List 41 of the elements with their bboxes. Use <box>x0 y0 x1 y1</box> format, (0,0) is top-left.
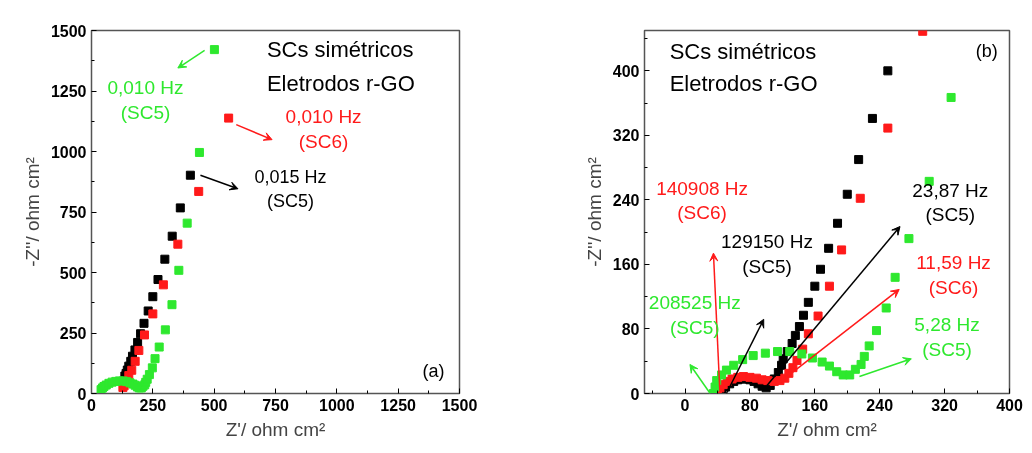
annotation: 140908 Hz (SC6) <box>656 178 749 224</box>
y-tick-label: 1000 <box>50 143 87 161</box>
annotation: 129150 Hz (SC5) <box>721 230 813 277</box>
x-axis-title: Z'/ ohm cm² <box>777 418 877 440</box>
y-tick-label: 500 <box>59 264 87 282</box>
y-tick-label: 80 <box>621 320 640 338</box>
x-tick-label: 500 <box>200 396 228 414</box>
annotation: 0,015 Hz (SC5) <box>254 166 327 212</box>
y-tick-label: 750 <box>59 204 87 221</box>
x-tick-label: 1500 <box>441 396 478 414</box>
y-tick-label: 0 <box>630 385 640 403</box>
x-tick-label: 240 <box>866 396 894 414</box>
y-tick-label: 1250 <box>50 83 87 100</box>
y-tick-label: 400 <box>612 62 640 80</box>
annotation: 23,87 Hz (SC5) <box>912 179 989 225</box>
y-tick-label: 240 <box>612 191 640 209</box>
x-tick-label: 160 <box>801 396 829 414</box>
annotation: 0,010 Hz (SC6) <box>285 106 362 153</box>
x-tick-label: 80 <box>741 396 759 414</box>
annotation: SCs simétricos Eletrodos r-GO <box>669 38 818 97</box>
y-tick-label: 1500 <box>50 22 87 40</box>
y-tick-label: 250 <box>59 325 87 342</box>
annotation: 11,59 Hz (SC6) <box>916 252 991 299</box>
x-tick-label: 320 <box>931 396 959 414</box>
annotation: 5,28 Hz (SC5) <box>914 313 980 360</box>
y-axis-title: -Z''/ ohm cm² <box>583 157 605 267</box>
annotation: 0,010 Hz (SC5) <box>107 77 184 124</box>
x-tick-label: 250 <box>139 396 167 414</box>
y-tick-label: 320 <box>612 127 640 145</box>
annotation: SCs simétricos Eletrodos r-GO <box>266 37 415 97</box>
annotation: (a) <box>422 360 445 381</box>
x-tick-label: 1000 <box>319 396 355 414</box>
y-tick-label: 0 <box>77 385 87 403</box>
x-axis-title: Z'/ ohm cm² <box>225 418 326 440</box>
y-tick-label: 160 <box>612 256 640 274</box>
x-tick-label: 0 <box>680 396 690 414</box>
annotation: (b) <box>975 40 998 61</box>
x-tick-label: 1250 <box>380 396 417 414</box>
x-tick-label: 750 <box>262 396 289 414</box>
y-axis-title: -Z''/ ohm cm² <box>21 157 43 267</box>
x-tick-label: 400 <box>996 396 1023 414</box>
